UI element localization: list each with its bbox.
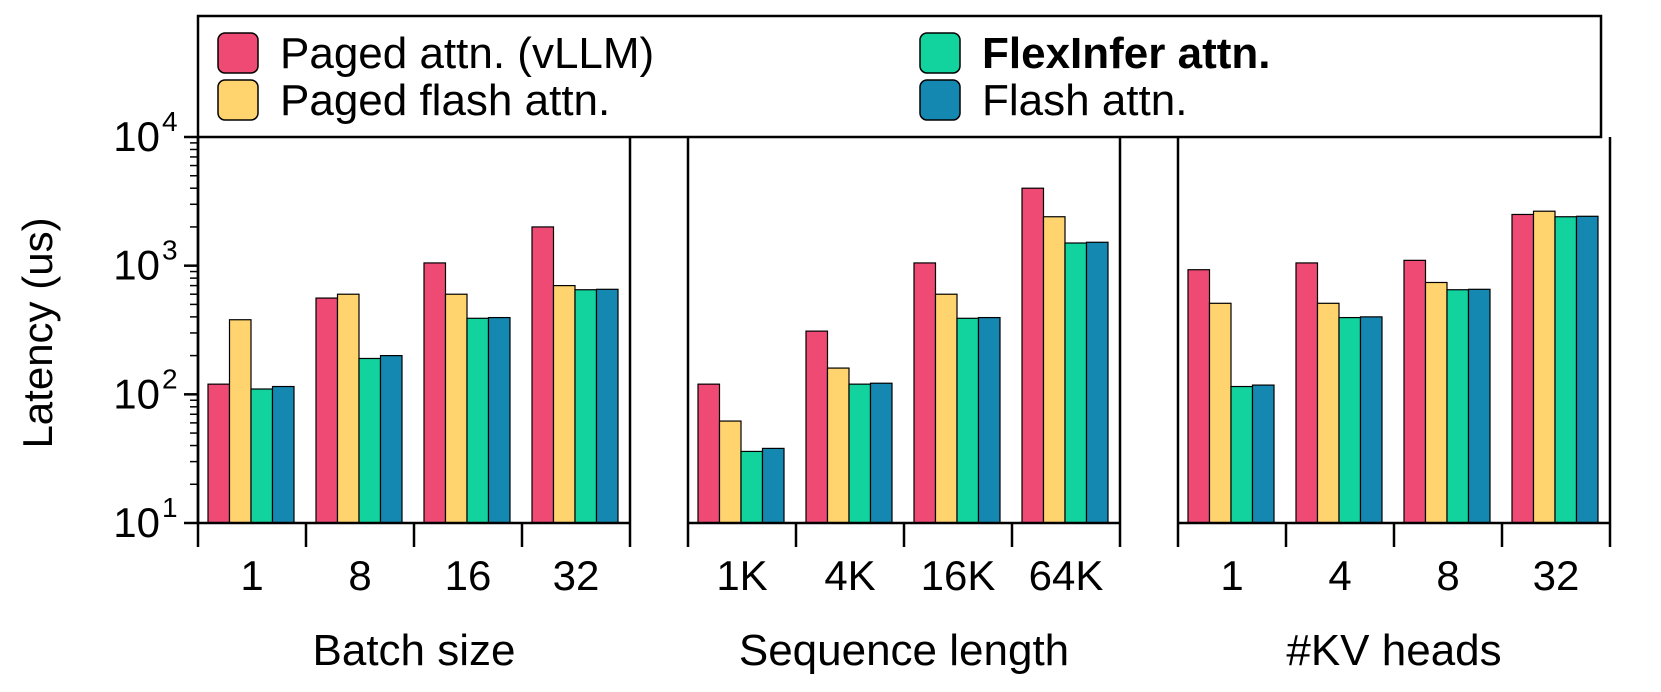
x-axis-title: Batch size [313, 626, 516, 675]
y-tick-exponent: 1 [162, 492, 178, 523]
y-tick-label: 10 [113, 370, 160, 417]
y-tick-exponent: 4 [162, 106, 178, 137]
bar [250, 388, 274, 524]
bar [207, 383, 231, 524]
bar [574, 289, 598, 524]
bar [1511, 213, 1535, 524]
x-tick-label: 8 [348, 552, 371, 599]
legend: Paged attn. (vLLM)Paged flash attn. FlexI… [217, 29, 1271, 125]
bar [697, 383, 721, 524]
bar [1446, 289, 1470, 524]
x-tick-label: 1 [240, 552, 263, 599]
x-tick-label: 64K [1029, 552, 1104, 599]
bar [740, 450, 764, 524]
bar [1295, 262, 1319, 524]
bar [1403, 259, 1427, 524]
x-tick-label: 16 [445, 552, 492, 599]
bar [552, 284, 576, 524]
bar [956, 317, 980, 524]
bar [336, 293, 360, 524]
x-tick-label: 4K [824, 552, 875, 599]
panel-3: 1 4 8 32 #KV heads [1176, 137, 1612, 675]
bar [1532, 210, 1556, 524]
bar [1042, 216, 1066, 524]
x-axis-title: #KV heads [1286, 626, 1501, 675]
bar [487, 316, 511, 524]
bar [595, 288, 619, 524]
legend-swatch [217, 79, 259, 121]
bar [869, 382, 893, 524]
legend-label: Paged flash attn. [280, 76, 610, 125]
plot-area: 1 8 16 32 Batch size 1K 4K 16K 64K Sequence lengt… [196, 137, 1612, 675]
y-axis-title: Latency (us) [14, 217, 61, 448]
bar [977, 316, 1001, 524]
legend-swatch [217, 32, 259, 74]
y-tick-exponent: 3 [162, 235, 178, 266]
x-tick-label: 32 [553, 552, 600, 599]
bar [1064, 242, 1088, 524]
bar [805, 330, 829, 524]
bar [444, 293, 468, 524]
x-tick-label: 32 [1533, 552, 1580, 599]
legend-label: Paged attn. (vLLM) [280, 29, 654, 78]
legend-swatch [919, 32, 961, 74]
panel-2: 1K 4K 16K 64K Sequence length [686, 137, 1122, 675]
bar [228, 319, 252, 524]
legend-label: FlexInfer attn. [982, 29, 1271, 78]
x-axis-title: Sequence length [739, 626, 1069, 675]
x-tick-label: 16K [921, 552, 996, 599]
bar [1208, 302, 1232, 524]
bar [1467, 288, 1491, 524]
bar [761, 447, 785, 524]
bar [848, 383, 872, 524]
bar [826, 367, 850, 524]
bar [1554, 216, 1578, 524]
bar [1338, 316, 1362, 524]
x-tick-label: 8 [1436, 552, 1459, 599]
legend-box [196, 14, 1603, 139]
bar [1424, 281, 1448, 524]
bar [1021, 187, 1045, 524]
bar [1316, 302, 1340, 524]
y-tick-exponent: 2 [162, 363, 178, 394]
bar [358, 357, 382, 524]
bar [466, 317, 490, 524]
bar [1085, 241, 1109, 524]
legend-label: Flash attn. [982, 76, 1187, 125]
bar [1251, 384, 1275, 524]
bar [1575, 215, 1599, 524]
bar [1187, 269, 1211, 524]
x-tick-label: 1K [716, 552, 767, 599]
x-tick-label: 4 [1328, 552, 1351, 599]
bar [1230, 385, 1254, 524]
bar [379, 355, 403, 524]
bar [1359, 316, 1383, 524]
x-tick-label: 1 [1220, 552, 1243, 599]
legend-swatch [919, 79, 961, 121]
y-tick-label: 10 [113, 242, 160, 289]
bar [913, 262, 937, 524]
bar [423, 262, 447, 524]
bar [315, 297, 339, 524]
y-tick-label: 10 [113, 113, 160, 160]
bar [934, 293, 958, 524]
panel-1: 1 8 16 32 Batch size [196, 137, 632, 675]
bar [271, 385, 295, 524]
y-tick-label: 10 [113, 499, 160, 546]
bar [718, 420, 742, 524]
bar [531, 226, 555, 524]
